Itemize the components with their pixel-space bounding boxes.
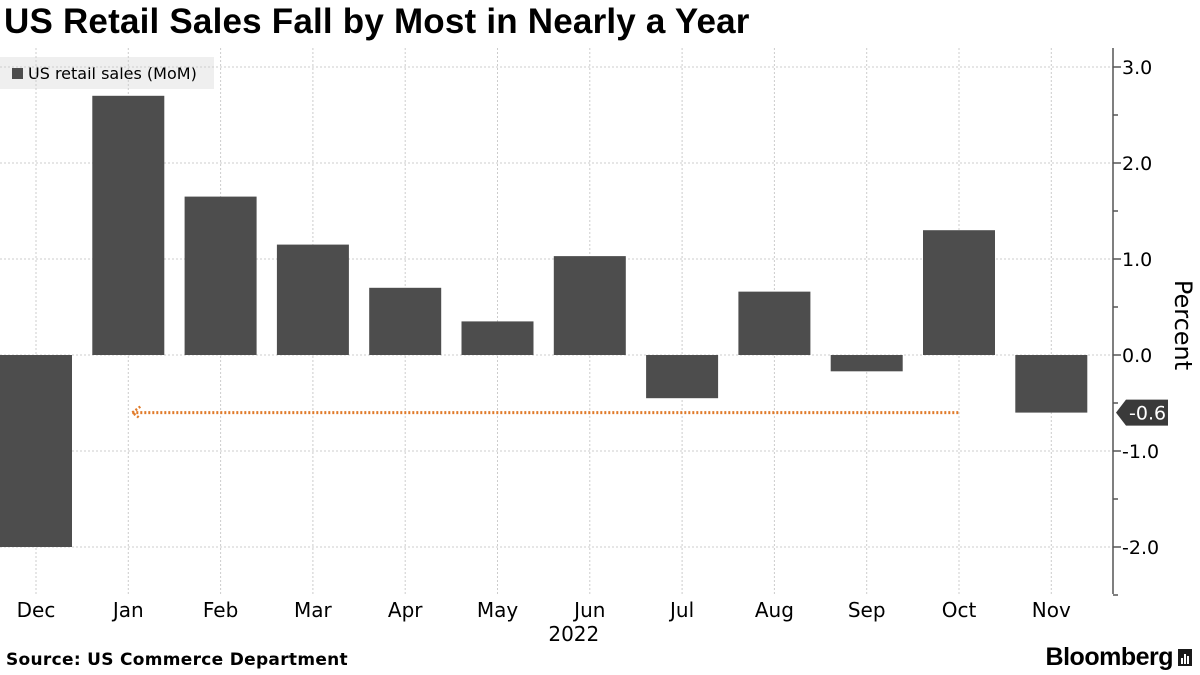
y-axis-title: Percent (1169, 280, 1197, 370)
bar-jan (92, 95, 165, 356)
bar-may (461, 321, 534, 355)
bar-jul (646, 355, 719, 399)
brand-name: Bloomberg (1045, 643, 1174, 671)
y-tick-label: 1.0 (1122, 249, 1152, 271)
y-tick-label: -2.0 (1122, 537, 1159, 559)
y-tick-label: 0.0 (1122, 345, 1152, 367)
x-year-label: 2022 (548, 622, 599, 646)
terminal-icon (1178, 649, 1192, 666)
last-value-label: -0.6 (1129, 403, 1166, 425)
x-tick-label: Sep (848, 598, 886, 622)
x-tick-label: Dec (17, 598, 56, 622)
bar-apr (369, 287, 442, 355)
x-tick-label: Oct (942, 598, 977, 622)
annotation-arrowhead (130, 405, 142, 420)
bar-aug (738, 291, 811, 355)
y-tick-label: 2.0 (1122, 153, 1152, 175)
legend-label: US retail sales (MoM) (28, 63, 197, 83)
bar-mar (276, 244, 349, 355)
x-tick-label: Aug (755, 598, 794, 622)
x-tick-label: Feb (203, 598, 238, 622)
last-value-tag (1116, 399, 1168, 426)
x-tick-label: Nov (1032, 598, 1071, 622)
source-note: Source: US Commerce Department (6, 650, 348, 670)
y-tick-label: 3.0 (1122, 57, 1152, 79)
chart-title: US Retail Sales Fall by Most in Nearly a… (4, 2, 750, 41)
legend: US retail sales (MoM) (0, 57, 214, 89)
x-tick-label: Jul (668, 598, 694, 622)
bar-sep (830, 355, 903, 372)
x-tick-label: Jun (572, 598, 605, 622)
bar-nov (1015, 355, 1088, 413)
x-tick-label: Mar (294, 598, 333, 622)
legend-swatch (12, 67, 23, 79)
bar-jun (553, 256, 626, 355)
x-tick-label: Apr (388, 598, 423, 622)
x-tick-label: May (477, 598, 519, 622)
bloomberg-logo: Bloomberg (1046, 643, 1192, 672)
bar-feb (184, 196, 257, 355)
bar-oct (923, 230, 995, 355)
bar-dec (0, 355, 72, 547)
y-tick-label: -1.0 (1122, 441, 1159, 463)
x-tick-label: Jan (111, 598, 144, 622)
